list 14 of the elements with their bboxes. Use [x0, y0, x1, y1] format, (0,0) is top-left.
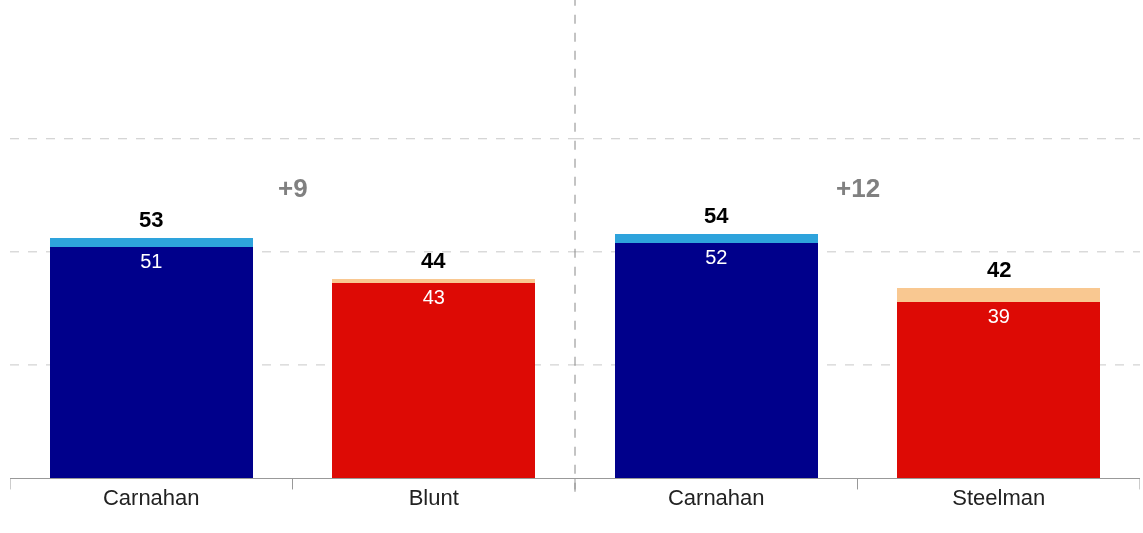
- x-tick-label: Carnahan: [102, 485, 200, 511]
- data-label: 39: [987, 304, 1010, 327]
- total-label: 44: [421, 248, 447, 273]
- x-tick-label: Blunt: [408, 485, 459, 511]
- data-label: 43: [422, 286, 445, 309]
- text: +12: [836, 173, 881, 203]
- data-label: 51: [140, 250, 163, 273]
- x-tick-label: Carnahan: [667, 485, 765, 511]
- total-label: 54: [704, 203, 730, 228]
- total-label: 42: [987, 257, 1012, 282]
- x-tick-label: Steelman: [952, 485, 1046, 511]
- total-label: 53: [139, 207, 164, 232]
- text: +9: [278, 173, 308, 203]
- data-label: 52: [705, 245, 728, 268]
